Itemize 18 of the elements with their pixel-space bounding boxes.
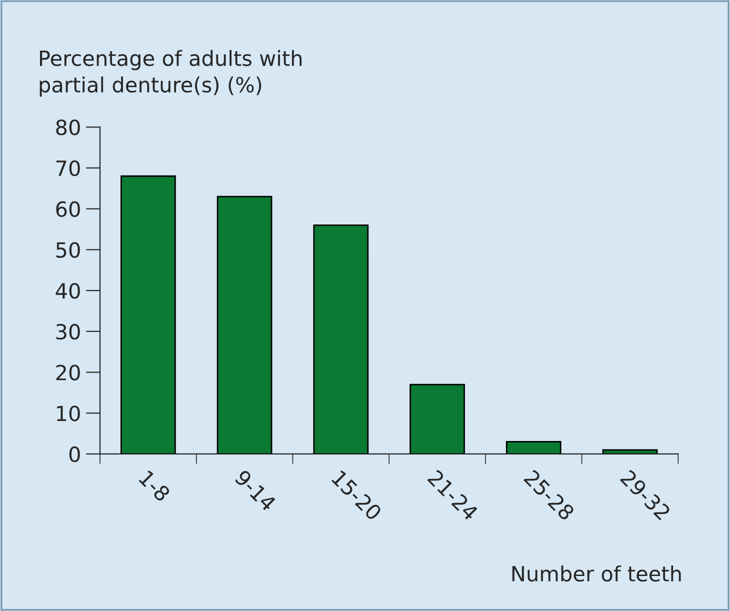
bar xyxy=(313,224,369,454)
y-tick-label: 0 xyxy=(69,446,80,462)
y-tick-label: 80 xyxy=(56,120,80,136)
bar xyxy=(602,449,658,454)
y-tick-label: 30 xyxy=(56,324,80,340)
bar xyxy=(506,441,562,454)
y-tick-label: 40 xyxy=(56,282,80,299)
y-tick-label: 50 xyxy=(56,242,80,258)
bar xyxy=(216,196,272,454)
y-tick-label: 10 xyxy=(57,406,80,422)
bar xyxy=(120,175,176,454)
y-tick-label: 20 xyxy=(56,364,80,380)
x-tick-label: 1-8 xyxy=(138,470,171,502)
y-tick-label: 70 xyxy=(56,160,80,176)
y-axis-title: Percentage of adults with partial denture(s) (%) xyxy=(40,50,302,97)
x-axis-title: Number of teeth xyxy=(512,565,681,582)
y-tick-label: 60 xyxy=(56,201,80,218)
bar xyxy=(410,384,465,454)
